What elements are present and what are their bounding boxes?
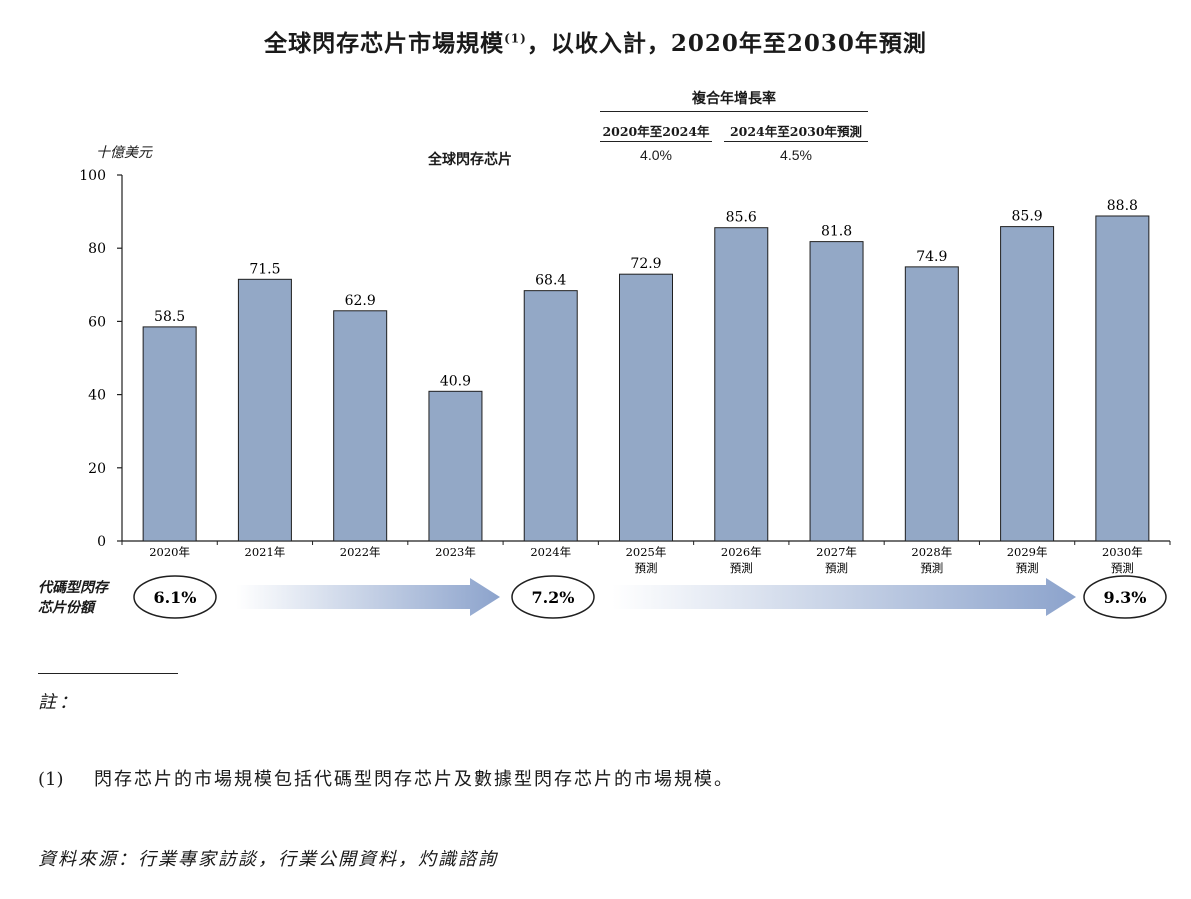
cagr-period-2: 2024年至2030年預測 bbox=[729, 124, 863, 139]
cagr-value-1: 4.0% bbox=[640, 147, 672, 163]
cagr-rule-2 bbox=[724, 141, 868, 142]
x-tick-label: 2030年 bbox=[1102, 545, 1143, 559]
note-item: (1) 閃存芯片的市場規模包括代碼型閃存芯片及數據型閃存芯片的市場規模。 bbox=[38, 765, 734, 791]
bar bbox=[1095, 215, 1150, 542]
bar bbox=[714, 227, 769, 542]
bar-value-label: 81.8 bbox=[821, 224, 852, 240]
x-tick-label: 2020年 bbox=[149, 545, 190, 559]
y-tick-label: 80 bbox=[88, 241, 106, 257]
bar bbox=[1000, 226, 1055, 542]
bar-value-label: 40.9 bbox=[440, 373, 471, 389]
x-tick-label: 2028年 bbox=[911, 545, 952, 559]
bar-value-label: 62.9 bbox=[345, 293, 376, 309]
cagr-header: 複合年增長率 bbox=[692, 91, 776, 107]
share-label-line-2: 芯片份額 bbox=[38, 600, 94, 616]
x-tick-label: 2027年 bbox=[816, 545, 857, 559]
bar-value-label: 74.9 bbox=[916, 249, 947, 265]
share-arrow-1 bbox=[236, 578, 500, 616]
share-label-line-1: 代碼型閃存 bbox=[38, 580, 108, 596]
share-ellipse-3 bbox=[1083, 575, 1167, 619]
x-tick-label: 2021年 bbox=[245, 545, 286, 559]
x-tick-label: 預測 bbox=[920, 561, 943, 575]
note-text: 閃存芯片的市場規模包括代碼型閃存芯片及數據型閃存芯片的市場規模。 bbox=[94, 769, 734, 790]
x-tick-label: 預測 bbox=[825, 561, 848, 575]
x-tick-label: 2025年 bbox=[626, 545, 667, 559]
notes-heading: 註： bbox=[38, 692, 80, 713]
cagr-period-1: 2020年至2024年 bbox=[602, 124, 710, 139]
share-row-label: 代碼型閃存 芯片份額 bbox=[38, 578, 108, 618]
x-tick-label: 預測 bbox=[1016, 561, 1039, 575]
bar bbox=[523, 290, 578, 542]
share-ellipse-1 bbox=[133, 575, 217, 619]
share-arrow-2 bbox=[612, 578, 1076, 616]
value-labels-group: 58.5 71.5 62.9 40.9 68.4 72.9 85.6 81.8 74.9 85.9… bbox=[154, 198, 1138, 389]
x-tick-label: 2029年 bbox=[1007, 545, 1048, 559]
share-value-1: 6.1% bbox=[153, 588, 196, 607]
x-tick-label: 預測 bbox=[730, 561, 753, 575]
cagr-rule-1 bbox=[600, 141, 712, 142]
y-tick-label: 20 bbox=[88, 461, 106, 477]
bar-value-label: 85.9 bbox=[1012, 209, 1043, 225]
share-ellipse-2 bbox=[511, 575, 595, 619]
bar bbox=[904, 266, 959, 542]
share-value-3: 9.3% bbox=[1103, 588, 1146, 607]
cagr-top-rule bbox=[600, 111, 868, 112]
title-footnote-mark: (1) bbox=[504, 31, 527, 46]
bar-value-label: 68.4 bbox=[535, 273, 566, 289]
x-tick-label: 2022年 bbox=[340, 545, 381, 559]
bar-value-label: 58.5 bbox=[154, 309, 185, 325]
bar bbox=[142, 326, 197, 542]
y-unit-label: 十億美元 bbox=[96, 145, 152, 161]
share-value-2: 7.2% bbox=[531, 588, 574, 607]
bar-value-label: 88.8 bbox=[1107, 198, 1138, 214]
bar bbox=[428, 390, 483, 542]
notes-rule bbox=[38, 673, 178, 674]
bar bbox=[237, 278, 292, 542]
note-number: (1) bbox=[38, 769, 64, 790]
bar bbox=[809, 241, 864, 542]
y-tick-label: 60 bbox=[88, 314, 106, 330]
title-suffix: ，以收入計，2020年至2030年預測 bbox=[526, 30, 927, 57]
bar-value-label: 72.9 bbox=[630, 256, 661, 272]
y-tick-label: 100 bbox=[79, 168, 106, 184]
cagr-value-2: 4.5% bbox=[780, 147, 812, 163]
bar bbox=[619, 273, 673, 542]
x-tick-label: 2023年 bbox=[435, 545, 476, 559]
bars-group bbox=[142, 215, 1150, 542]
bar-chart: 0 20 40 60 80 100 58.5 71.5 62.9 40.9 68.4 72.9 85.… bbox=[79, 168, 1171, 619]
series-label: 全球閃存芯片 bbox=[428, 152, 512, 168]
y-tick-label: 0 bbox=[97, 534, 106, 550]
bar bbox=[333, 310, 388, 542]
x-tick-label: 2024年 bbox=[530, 545, 571, 559]
share-row: 6.1% 7.2% 9.3% bbox=[133, 575, 1167, 619]
bar-value-label: 71.5 bbox=[249, 261, 280, 277]
source-line: 資料來源：行業專家訪談，行業公開資料，灼識諮詢 bbox=[38, 849, 498, 870]
x-tick-label: 預測 bbox=[635, 561, 658, 575]
x-tick-label: 預測 bbox=[1111, 561, 1134, 575]
y-tick-label: 40 bbox=[88, 388, 106, 404]
bar-value-label: 85.6 bbox=[726, 210, 757, 226]
title-text: 全球閃存芯片市場規模 bbox=[264, 30, 505, 57]
x-tick-label: 2026年 bbox=[721, 545, 762, 559]
chart-title: 全球閃存芯片市場規模(1)，以收入計，2020年至2030年預測 bbox=[0, 24, 1191, 58]
